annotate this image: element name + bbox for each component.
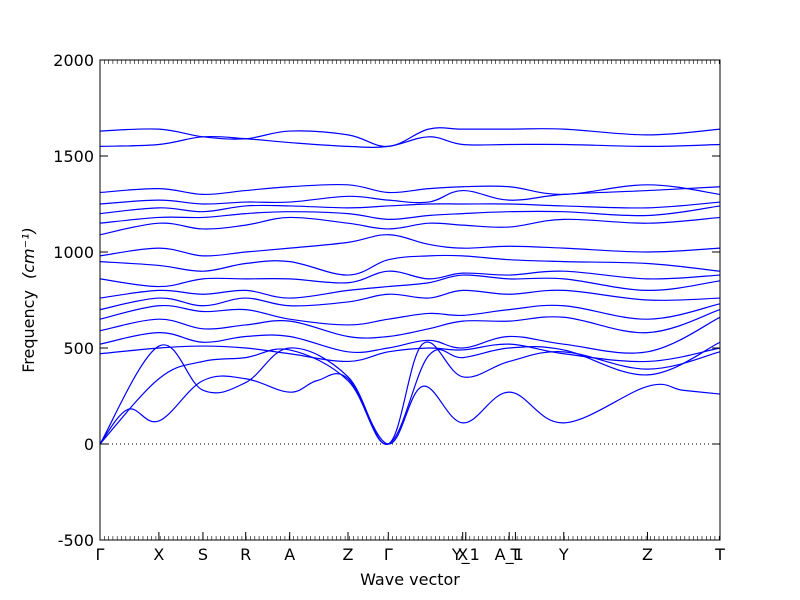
phonon-branch-8 [99, 289, 721, 311]
y-axis-label: Frequency (cm⁻¹) [19, 227, 38, 372]
phonon-branch-11 [99, 254, 721, 276]
phonon-branch-10 [99, 270, 721, 288]
x-tick-label: Γ [96, 545, 105, 564]
x-tick-label: S [198, 545, 208, 564]
y-tick-label: 1000 [53, 243, 94, 262]
phonon-branch-16 [99, 186, 721, 205]
y-tick-label: 2000 [53, 51, 94, 70]
y-axis-label-text: Frequency [19, 290, 38, 373]
x-tick-label: T [510, 545, 521, 564]
phonon-branch-7 [99, 303, 721, 326]
x-tick-label: Γ [384, 545, 393, 564]
x-tick-label: R [240, 545, 251, 564]
x-tick-label: Z [343, 545, 354, 564]
plot-area [99, 127, 721, 445]
phonon-branch-6 [99, 309, 721, 339]
x-tick-label: X [153, 545, 164, 564]
x-tick-label: A [284, 545, 295, 564]
phonon-branch-2 [99, 341, 721, 445]
x-tick-label: Y [558, 545, 569, 564]
phonon-branch-13 [99, 216, 721, 236]
phonon-branch-3 [99, 341, 721, 445]
y-tick-label: 0 [84, 435, 94, 454]
plot-frame [99, 59, 721, 541]
phonon-branch-17 [99, 183, 721, 196]
y-axis-label-unit: (cm⁻¹) [19, 227, 38, 279]
phonon-branch-12 [99, 234, 721, 257]
phonon-branch-15 [99, 201, 721, 215]
x-axis-label: Wave vector [360, 570, 460, 589]
phonon-branch-1 [99, 373, 721, 445]
y-tick-label: 500 [63, 339, 94, 358]
phonon-branch-4 [99, 343, 721, 363]
phonon-branch-14 [99, 205, 721, 224]
phonon-branch-5 [99, 316, 721, 354]
y-tick-label: 1500 [53, 147, 94, 166]
phonon-branch-19 [99, 127, 721, 148]
y-tick-label: -500 [58, 531, 94, 550]
x-tick-label: Y_1 [451, 545, 480, 565]
x-tick-label: Z [642, 545, 653, 564]
x-tick-label: A_1 [495, 545, 524, 565]
x-tick-label: T [714, 545, 725, 564]
x-tick-label: X [457, 545, 468, 564]
phonon-branch-9 [99, 274, 721, 299]
